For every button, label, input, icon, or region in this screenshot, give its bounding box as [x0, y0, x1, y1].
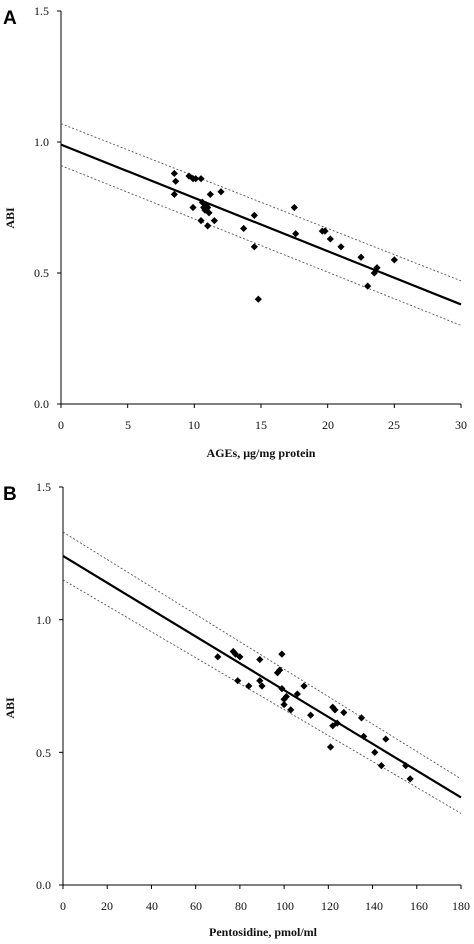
y-tick-label: 1.5: [34, 4, 49, 18]
data-point: [287, 706, 295, 714]
x-tick-label: 160: [410, 899, 428, 913]
data-point: [256, 655, 264, 664]
data-point: [206, 190, 214, 198]
x-tick-label: 60: [190, 899, 202, 913]
x-tick-label: 40: [146, 899, 158, 913]
data-point: [197, 217, 205, 225]
data-point: [258, 682, 266, 690]
data-point: [234, 677, 242, 685]
data-point: [236, 653, 244, 661]
data-point: [256, 677, 264, 685]
data-point: [357, 253, 365, 261]
data-point: [282, 693, 290, 701]
data-point: [170, 190, 178, 198]
panel-label: B: [3, 484, 17, 505]
y-tick-label: 1.0: [36, 613, 51, 627]
panel-a: A ABI 0.0 0.5 1.0 1.5 0 5 10 15 20 25 30…: [3, 4, 467, 460]
data-point: [402, 762, 410, 770]
y-tick-label: 0.5: [36, 746, 51, 760]
data-point: [357, 714, 366, 722]
x-axis-label: Pentosidine, pmol/ml: [209, 925, 318, 939]
data-point: [280, 695, 288, 703]
x-tick-label: 120: [321, 899, 339, 913]
data-point: [204, 222, 212, 230]
data-point: [371, 748, 379, 756]
ci-upper-line: [60, 123, 462, 282]
data-point: [217, 188, 225, 196]
y-tick-label: 1.0: [34, 135, 49, 149]
x-tick-label: 5: [125, 418, 131, 432]
x-tick-label: 80: [235, 899, 247, 913]
ci-upper-line: [62, 531, 462, 780]
data-point: [192, 175, 200, 183]
data-point: [382, 735, 390, 743]
data-point: [214, 653, 222, 661]
ci-lower-line: [60, 165, 462, 326]
panel-label: A: [3, 8, 17, 29]
data-point: [280, 700, 288, 709]
data-point: [210, 217, 218, 225]
data-point: [245, 682, 253, 690]
plot-area-b: [59, 486, 462, 889]
data-point: [278, 650, 286, 658]
x-tick-label: 10: [188, 418, 200, 432]
x-tick-label: 140: [365, 899, 383, 913]
x-tick-label: 15: [255, 418, 267, 432]
data-point: [333, 719, 341, 727]
x-tick-label: 180: [452, 899, 470, 913]
data-point: [229, 647, 237, 656]
data-point: [254, 295, 262, 303]
data-point: [300, 682, 308, 690]
data-point: [326, 743, 335, 751]
x-axis-label: AGEs, μg/mg protein: [207, 446, 316, 460]
plot-area-a: [57, 10, 462, 408]
data-point: [204, 203, 212, 212]
data-point: [307, 711, 315, 719]
data-point: [331, 706, 339, 714]
y-tick-label: 0.5: [34, 266, 49, 280]
data-point: [390, 256, 398, 264]
data-point: [326, 235, 334, 243]
data-point: [250, 211, 258, 219]
y-axis-label: ABI: [3, 207, 17, 229]
x-tick-label: 100: [276, 899, 294, 913]
data-point: [290, 203, 298, 212]
data-point: [197, 175, 205, 183]
y-axis-label: ABI: [3, 697, 17, 719]
data-point: [292, 230, 300, 238]
data-point: [373, 264, 381, 272]
data-point: [278, 685, 286, 693]
regression-line: [60, 143, 462, 306]
x-tick-label: 0: [60, 899, 66, 913]
data-point: [276, 666, 284, 674]
x-tick-label: 20: [101, 899, 113, 913]
ci-lower-line: [62, 579, 462, 814]
y-tick-label: 0.0: [36, 878, 51, 892]
panel-b: B ABI 0.0 0.5 1.0 1.5 0 20 40 60 80 100 …: [3, 480, 470, 939]
data-point: [370, 269, 378, 277]
data-point: [189, 203, 197, 212]
data-point: [337, 243, 345, 251]
data-point: [377, 762, 385, 770]
data-point: [231, 650, 240, 658]
y-tick-label: 0.0: [34, 397, 49, 411]
data-point: [293, 690, 301, 698]
data-point: [170, 169, 178, 178]
data-point: [321, 227, 329, 235]
x-tick-label: 0: [58, 418, 64, 432]
x-tick-label: 30: [455, 418, 467, 432]
data-point: [406, 775, 414, 783]
data-point: [364, 282, 372, 290]
y-tick-label: 1.5: [36, 480, 51, 494]
data-point: [340, 708, 348, 717]
data-point: [205, 209, 213, 217]
data-point: [172, 177, 180, 185]
data-point: [250, 243, 258, 251]
regression-line: [62, 555, 462, 799]
x-tick-label: 25: [388, 418, 400, 432]
x-tick-label: 20: [322, 418, 334, 432]
data-point: [360, 732, 368, 741]
data-point: [240, 224, 248, 233]
